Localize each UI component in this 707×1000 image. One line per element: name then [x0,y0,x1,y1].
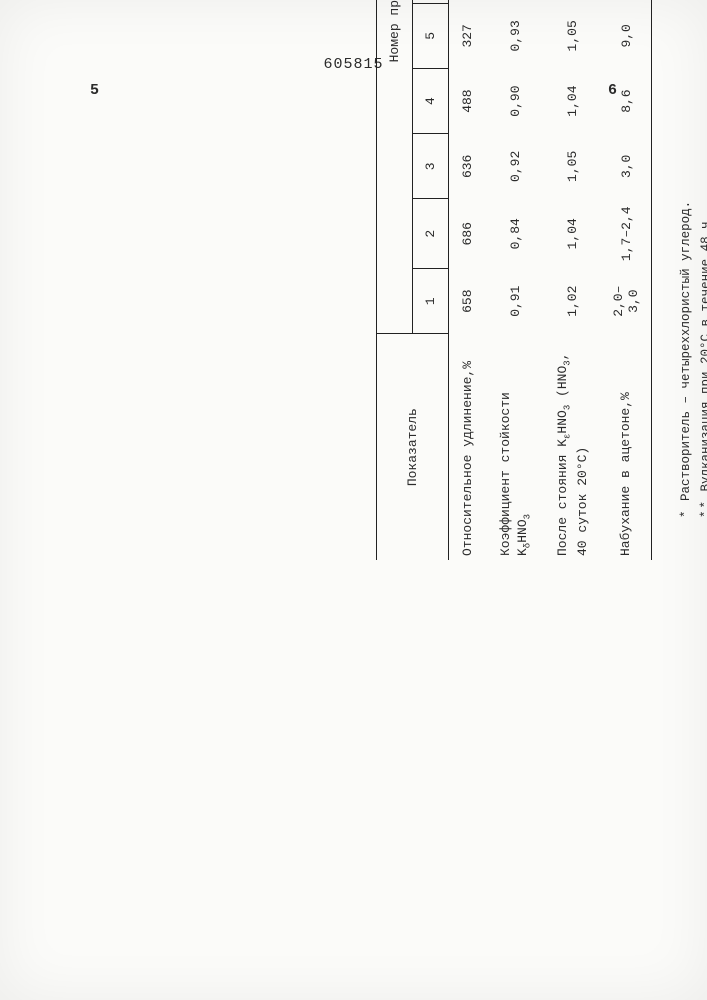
table-row: После стояния KεHNO3 (HNO3,40 суток 20°С… [544,0,601,560]
cell: 1,7–2,4 [601,199,652,269]
cell: 488 [449,68,487,133]
cell: 0,91 [487,269,544,334]
rotated-table-region: Продолжение таблицы Показатель Номер при… [350,0,707,560]
cell: 1,05 [544,3,601,68]
header-row-span: Показатель Номер примера [377,0,413,560]
cell: 686 [449,199,487,269]
cell: 1,02 [544,269,601,334]
cell: 0,93 [487,3,544,68]
col-1: 1 [413,269,449,334]
column-number-left: 5 [90,82,99,99]
cell: 1,04 [544,68,601,133]
row-label: Относительное удлинение,% [449,334,487,560]
cell: 0,92 [487,134,544,199]
cell: 658 [449,269,487,334]
cell: 636 [449,134,487,199]
row-label: После стояния KεHNO3 (HNO3,40 суток 20°С… [544,334,601,560]
footnote-mark: * [679,508,693,518]
footnote-text: Растворитель – четыреххлористый углерод. [679,201,693,501]
cell: 2,0–3,0 [601,269,652,334]
cell: 9,0 [601,3,652,68]
header-stub: Показатель [377,334,449,560]
header-span: Номер примера [377,0,413,334]
footnote: * Растворитель – четыреххлористый углеро… [676,0,696,518]
col-5: 5 [413,3,449,68]
footnotes: * Растворитель – четыреххлористый углеро… [676,0,707,560]
row-label: Набухание в ацетоне,% [601,334,652,560]
cell: 1,08 [544,0,601,3]
table-row: Коэффициент стойкостиKδHNO3 0,91 0,84 0,… [487,0,544,560]
cell: 774 [449,0,487,3]
cell: 0,84 [487,199,544,269]
col-6: 6 [413,0,449,3]
cell: 8,6 [601,68,652,133]
cell: 3,0 [601,134,652,199]
cell: 0,95 [487,0,544,3]
footnote: ** Вулканизация при 20°С в течение 48 ч. [696,0,707,518]
table-caption: Продолжение таблицы [350,0,366,560]
cell: 0,90 [487,68,544,133]
row-label: Коэффициент стойкостиKδHNO3 [487,334,544,560]
page: 605815 5 6 Продолжение таблицы Показател… [0,0,707,1000]
footnote-text: Вулканизация при 20°С в течение 48 ч. [699,214,707,492]
cell: 1,05 [544,134,601,199]
col-3: 3 [413,134,449,199]
cell: 55,0 [601,0,652,3]
data-table: Показатель Номер примера 1 2 3 4 5 6 7 8… [376,0,652,560]
cell: 327 [449,3,487,68]
col-4: 4 [413,68,449,133]
col-2: 2 [413,199,449,269]
footnote-mark: ** [699,499,707,518]
table-row: Относительное удлинение,% 658 686 636 48… [449,0,487,560]
cell: 1,04 [544,199,601,269]
table-row: Набухание в ацетоне,% 2,0–3,0 1,7–2,4 3,… [601,0,652,560]
